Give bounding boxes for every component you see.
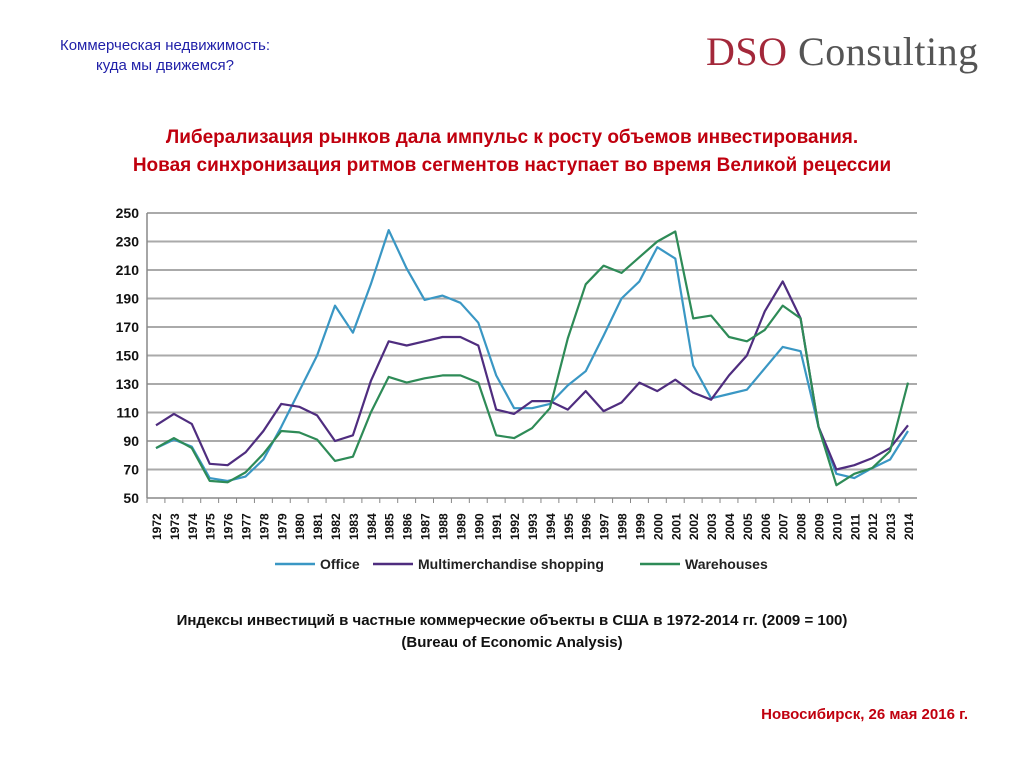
series-line-warehouses xyxy=(155,230,910,487)
x-tick-label: 2001 xyxy=(669,513,683,540)
dso-consulting-logo: DSO Consulting xyxy=(706,28,979,75)
x-tick-label: 2005 xyxy=(741,513,755,540)
x-tick-label: 2007 xyxy=(777,513,791,540)
x-tick-label: 1993 xyxy=(526,513,540,540)
caption-line-2: (Bureau of Economic Analysis) xyxy=(401,634,623,651)
x-tick-label: 2009 xyxy=(813,513,827,540)
x-tick-label: 1985 xyxy=(383,513,397,540)
x-tick-label: 2004 xyxy=(723,513,737,540)
x-tick-label: 2014 xyxy=(902,513,916,540)
x-tick-label: 2010 xyxy=(830,513,844,540)
x-tick-label: 1999 xyxy=(633,513,647,540)
logo-consulting: Consulting xyxy=(787,29,979,74)
y-tick-label: 190 xyxy=(116,291,140,307)
x-tick-label: 1998 xyxy=(616,513,630,540)
y-tick-label: 170 xyxy=(116,319,140,335)
x-tick-label: 1978 xyxy=(257,513,271,540)
caption-line-1: Индексы инвестиций в частные коммерчески… xyxy=(176,612,848,629)
slide-title: Либерализация рынков дала импульс к рост… xyxy=(0,124,1024,180)
x-tick-label: 1981 xyxy=(311,513,325,540)
x-tick-label: 1997 xyxy=(598,513,612,540)
series-line-multimerchandise-shopping xyxy=(155,280,909,471)
x-tick-label: 1989 xyxy=(454,513,468,540)
x-tick-label: 2003 xyxy=(705,513,719,540)
x-tick-label: 1973 xyxy=(168,513,182,540)
y-tick-label: 90 xyxy=(123,433,139,449)
x-tick-label: 1984 xyxy=(365,513,379,540)
x-tick-label: 1974 xyxy=(186,513,200,540)
legend-label: Multimerchandise shopping xyxy=(418,556,604,572)
x-tick-label: 1994 xyxy=(544,513,558,540)
x-tick-label: 2006 xyxy=(759,513,773,540)
y-tick-label: 130 xyxy=(116,376,140,392)
x-tick-label: 2002 xyxy=(687,513,701,540)
y-tick-label: 150 xyxy=(116,348,140,364)
x-tick-label: 2008 xyxy=(795,513,809,540)
header-line-1: Коммерческая недвижимость: xyxy=(59,37,271,54)
y-tick-label: 230 xyxy=(116,234,140,250)
legend-label: Warehouses xyxy=(685,556,768,572)
header-line-2: куда мы движемся? xyxy=(95,57,234,74)
y-tick-label: 50 xyxy=(123,490,139,506)
x-tick-label: 1986 xyxy=(401,513,415,540)
x-tick-label: 1979 xyxy=(275,513,289,540)
title-line-2: Новая синхронизация ритмов сегментов нас… xyxy=(132,155,892,176)
x-tick-label: 1991 xyxy=(490,513,504,540)
presentation-header: Коммерческая недвижимость: куда мы движе… xyxy=(40,36,290,76)
x-tick-label: 1988 xyxy=(436,513,450,540)
y-tick-label: 250 xyxy=(116,205,140,221)
x-tick-label: 1987 xyxy=(419,513,433,540)
series-line-office xyxy=(155,229,909,482)
x-tick-label: 1975 xyxy=(204,513,218,540)
x-tick-label: 2012 xyxy=(866,513,880,540)
x-tick-label: 1995 xyxy=(562,513,576,540)
x-tick-label: 1980 xyxy=(293,513,307,540)
x-tick-label: 1977 xyxy=(239,513,253,540)
x-tick-label: 1976 xyxy=(222,513,236,540)
x-tick-label: 1996 xyxy=(580,513,594,540)
legend-label: Office xyxy=(320,556,360,572)
x-tick-label: 1983 xyxy=(347,513,361,540)
y-tick-label: 70 xyxy=(123,462,139,478)
investment-index-chart: 50 70 90 110 130 150 170 190 210 230 250 1972 1973 19… xyxy=(116,205,917,572)
x-tick-label: 1982 xyxy=(329,513,343,540)
title-line-1: Либерализация рынков дала импульс к рост… xyxy=(165,127,859,148)
x-tick-label: 2011 xyxy=(848,514,862,540)
chart-caption: Индексы инвестиций в частные коммерчески… xyxy=(0,610,1024,654)
x-tick-label: 2000 xyxy=(651,513,665,540)
x-tick-label: 2013 xyxy=(884,513,898,540)
logo-dso: DSO xyxy=(706,29,788,74)
x-tick-label: 1990 xyxy=(472,513,486,540)
x-tick-label: 1972 xyxy=(150,513,164,540)
x-tick-label: 1992 xyxy=(508,513,522,540)
y-tick-label: 210 xyxy=(116,262,140,278)
y-tick-label: 110 xyxy=(116,405,139,421)
footer-location-date: Новосибирск, 26 мая 2016 г. xyxy=(761,706,968,723)
